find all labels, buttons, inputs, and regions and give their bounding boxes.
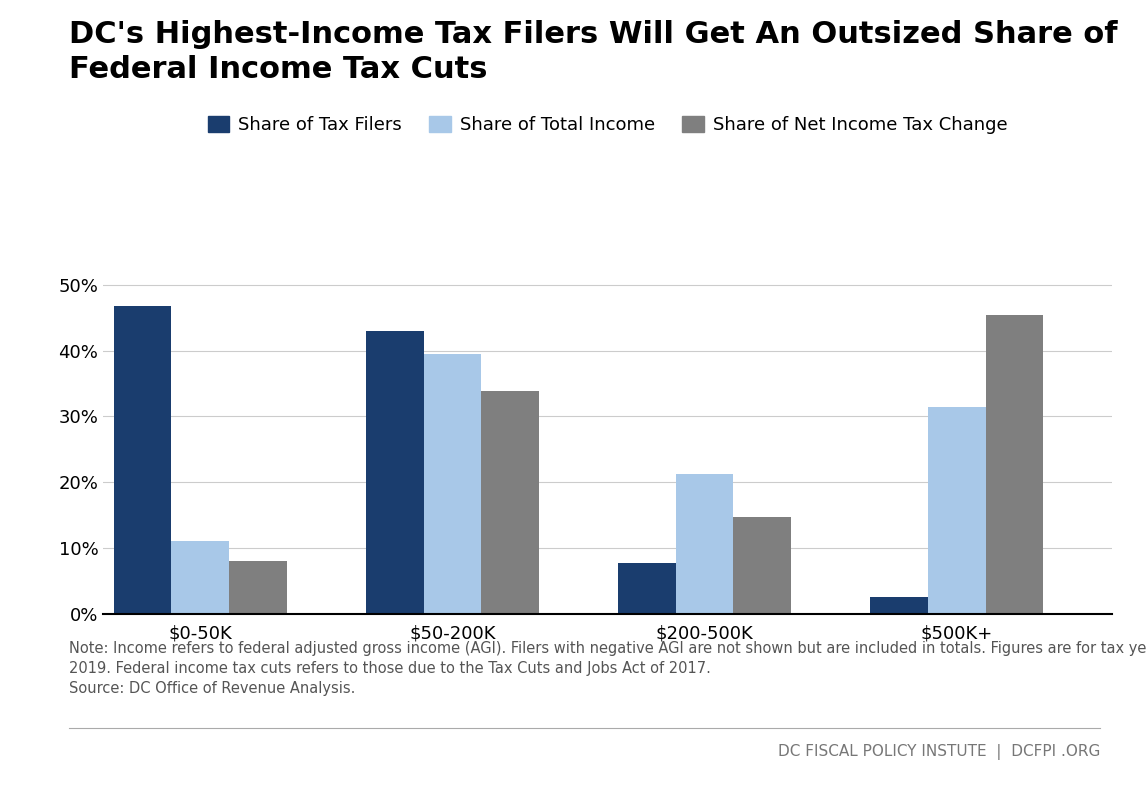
Bar xyxy=(986,315,1043,614)
Bar xyxy=(481,391,539,614)
Bar xyxy=(676,475,733,614)
Bar xyxy=(366,331,424,614)
Legend: Share of Tax Filers, Share of Total Income, Share of Net Income Tax Change: Share of Tax Filers, Share of Total Inco… xyxy=(201,109,1014,142)
Text: Federal Income Tax Cuts: Federal Income Tax Cuts xyxy=(69,55,487,84)
Bar xyxy=(113,306,172,614)
Bar xyxy=(618,563,676,614)
Bar xyxy=(870,597,928,614)
Bar xyxy=(229,561,286,614)
Bar xyxy=(928,407,986,614)
Bar xyxy=(172,541,229,614)
Bar xyxy=(733,517,791,614)
Text: DC FISCAL POLICY INSTUTE  |  DCFPI .ORG: DC FISCAL POLICY INSTUTE | DCFPI .ORG xyxy=(778,744,1100,759)
Text: DC's Highest-Income Tax Filers Will Get An Outsized Share of: DC's Highest-Income Tax Filers Will Get … xyxy=(69,20,1117,49)
Bar xyxy=(424,354,481,614)
Text: Note: Income refers to federal adjusted gross income (AGI). Filers with negative: Note: Income refers to federal adjusted … xyxy=(69,641,1146,696)
